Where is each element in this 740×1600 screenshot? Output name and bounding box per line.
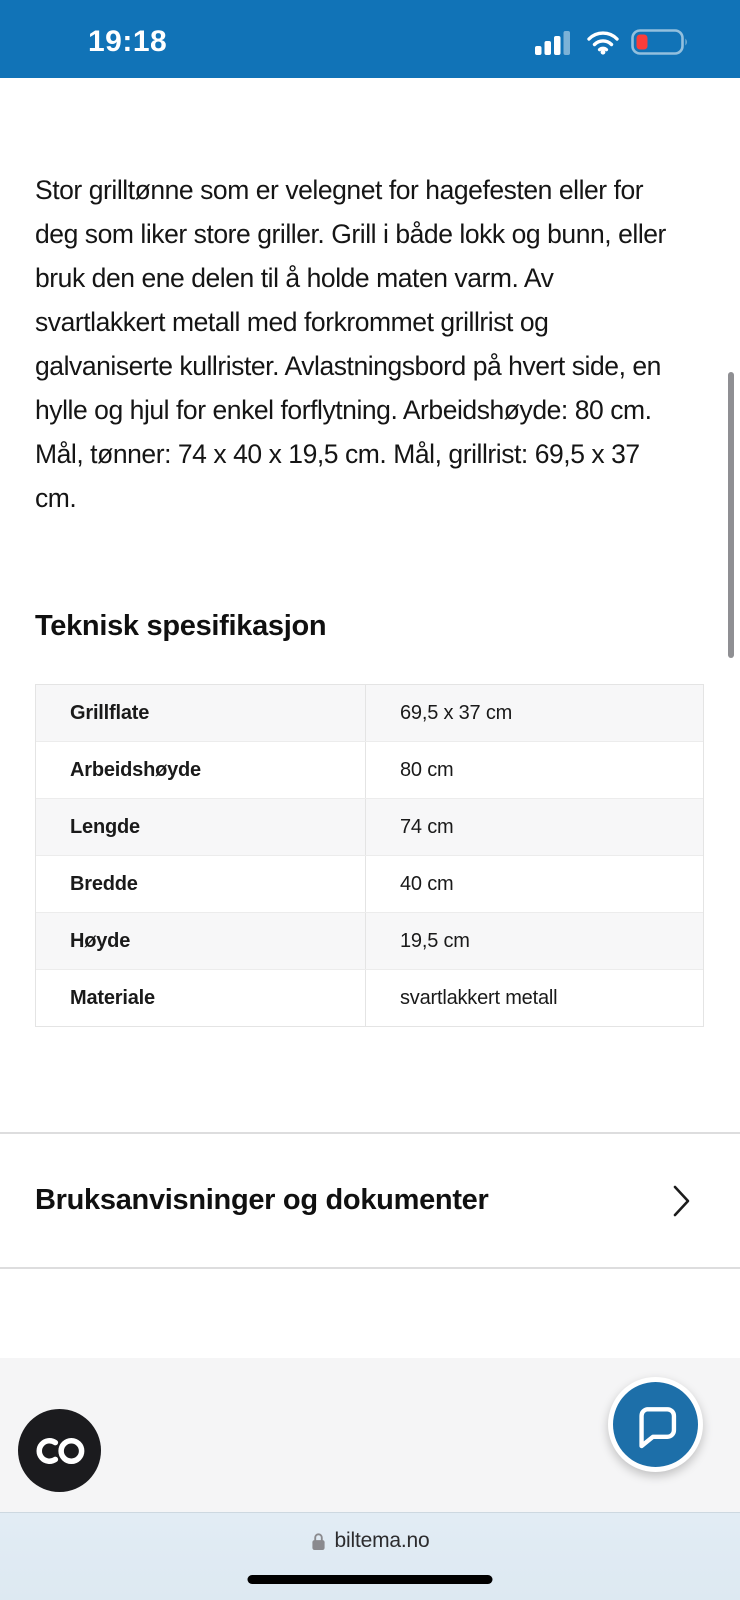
spec-value: 74 cm — [400, 815, 454, 838]
spec-section-heading: Teknisk spesifikasjon — [35, 610, 327, 643]
url-text: biltema.no — [334, 1529, 430, 1552]
browser-bottom-bar: biltema.no — [0, 1512, 740, 1600]
chevron-right-icon — [673, 1185, 690, 1216]
wifi-icon — [587, 31, 619, 55]
signal-icon — [535, 30, 570, 55]
cookie-consent-icon — [36, 1437, 85, 1464]
table-row: Bredde 40 cm — [36, 855, 703, 912]
spec-table: Grillflate 69,5 x 37 cm Arbeidshøyde 80 … — [35, 684, 704, 1027]
table-row: Grillflate 69,5 x 37 cm — [36, 685, 703, 741]
cookie-consent-button[interactable] — [18, 1409, 101, 1492]
spec-label: Arbeidshøyde — [36, 742, 366, 798]
documents-accordion-label: Bruksanvisninger og dokumenter — [35, 1184, 489, 1216]
scrollbar-thumb[interactable] — [728, 372, 734, 658]
battery-low-icon — [631, 29, 687, 55]
home-indicator[interactable] — [247, 1575, 493, 1584]
table-row: Materiale svartlakkert metall — [36, 969, 703, 1026]
chat-button-background — [613, 1382, 698, 1467]
table-row: Lengde 74 cm — [36, 798, 703, 855]
spec-value: 40 cm — [400, 872, 454, 895]
chat-bubble-icon — [638, 1406, 676, 1448]
spec-value: 69,5 x 37 cm — [400, 701, 513, 724]
documents-accordion-row[interactable]: Bruksanvisninger og dokumenter — [35, 1134, 692, 1267]
spec-value: svartlakkert metall — [400, 986, 558, 1009]
section-divider — [0, 1267, 740, 1269]
status-bar: 19:18 — [0, 0, 740, 78]
lock-icon — [311, 1532, 325, 1550]
status-icons — [535, 28, 692, 56]
spec-label: Lengde — [36, 799, 366, 855]
spec-value: 19,5 cm — [400, 929, 470, 952]
chat-button[interactable] — [608, 1377, 703, 1472]
clock: 19:18 — [88, 25, 168, 58]
table-row: Arbeidshøyde 80 cm — [36, 741, 703, 798]
address-bar[interactable]: biltema.no — [0, 1529, 740, 1553]
table-row: Høyde 19,5 cm — [36, 912, 703, 969]
section-divider — [0, 1132, 740, 1134]
spec-label: Grillflate — [36, 685, 366, 741]
product-description: Stor grilltønne som er velegnet for hage… — [35, 174, 666, 513]
spec-label: Bredde — [36, 856, 366, 912]
spec-label: Materiale — [36, 970, 366, 1026]
spec-value: 80 cm — [400, 758, 454, 781]
spec-label: Høyde — [36, 913, 366, 969]
